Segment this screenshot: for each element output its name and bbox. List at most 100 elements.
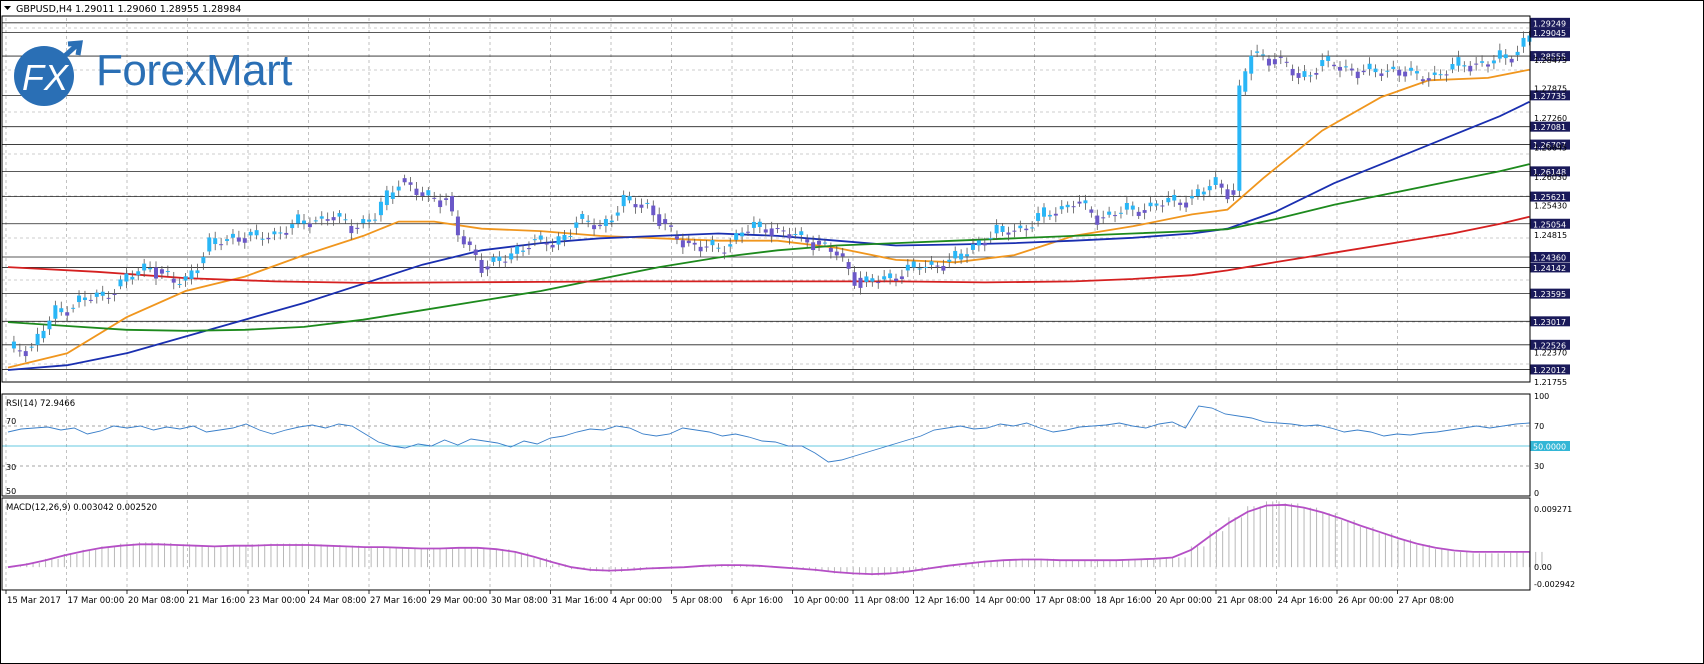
candle-body — [1095, 215, 1100, 225]
candle-body — [485, 266, 490, 270]
candle-body — [266, 237, 271, 240]
candle-body — [686, 240, 691, 244]
candle-body — [118, 279, 123, 287]
candle-body — [1184, 202, 1189, 208]
candle-body — [1420, 79, 1425, 82]
candle-body — [1071, 206, 1076, 208]
candle-body — [1426, 78, 1431, 81]
candle-body — [568, 236, 573, 238]
candle-body — [1284, 61, 1289, 63]
candle-body — [290, 224, 295, 229]
candle-body — [17, 350, 22, 352]
candle-body — [840, 253, 845, 257]
price-tag-label: 1.25621 — [1533, 193, 1566, 202]
candle-body — [580, 213, 585, 219]
rsi-left-label: 50 — [6, 487, 16, 496]
candle-body — [65, 312, 70, 316]
candle-body — [1521, 37, 1526, 47]
rsi-left-label: 30 — [6, 463, 16, 472]
candle-body — [1338, 66, 1342, 71]
candle-body — [1065, 204, 1070, 208]
candle-body — [1047, 214, 1052, 217]
candle-body — [349, 225, 354, 234]
time-label: 30 Mar 08:00 — [491, 596, 548, 606]
candle-body — [367, 219, 372, 222]
candle-body — [1302, 71, 1307, 77]
candle-body — [574, 222, 579, 228]
candle-body — [1243, 71, 1248, 92]
candle-body — [272, 231, 277, 235]
candle-body — [763, 229, 768, 233]
logo-text: ForexMart — [96, 46, 292, 95]
candle-body — [189, 270, 194, 279]
candle-body — [479, 259, 484, 273]
candle-body — [1355, 71, 1360, 79]
candle-body — [1053, 213, 1058, 216]
candle-body — [1012, 230, 1017, 232]
candle-body — [822, 242, 827, 244]
candle-body — [1266, 58, 1271, 66]
candle-body — [1261, 54, 1266, 56]
price-tag — [1530, 364, 1570, 375]
candle-body — [1006, 232, 1011, 235]
candle-body — [420, 192, 425, 196]
candle-body — [384, 190, 389, 206]
candle-body — [148, 267, 153, 270]
candle-body — [1190, 196, 1194, 199]
candle-body — [1219, 183, 1224, 188]
candle-body — [230, 233, 235, 238]
candle-body — [751, 221, 756, 228]
candle-body — [787, 234, 792, 239]
candle-body — [1166, 197, 1171, 203]
candle-body — [864, 276, 869, 282]
price-scale-tick: 1.26645 — [1534, 144, 1567, 153]
candle-body — [1160, 205, 1165, 207]
candle-body — [1249, 55, 1254, 74]
candle-body — [1042, 207, 1046, 217]
candle-body — [503, 261, 508, 263]
candle-body — [692, 242, 697, 245]
candle-body — [935, 265, 940, 267]
candle-body — [562, 234, 567, 240]
candle-body — [1432, 72, 1437, 75]
candle-body — [461, 236, 466, 245]
candle-body — [1225, 189, 1230, 200]
candle-body — [911, 261, 916, 268]
candle-body — [112, 293, 117, 295]
price-tag-label: 1.28555 — [1533, 53, 1566, 62]
candle-body — [526, 248, 531, 250]
price-level-lines — [2, 22, 1530, 370]
candle-body — [970, 244, 975, 250]
candle-body — [1255, 51, 1260, 53]
time-label: 12 Apr 16:00 — [915, 596, 970, 606]
candle-body — [882, 276, 887, 280]
time-label: 29 Mar 00:00 — [431, 596, 488, 606]
candle-body — [1113, 215, 1118, 217]
ma_fast-line — [7, 68, 1530, 369]
rsi-scale-tick: 30 — [1534, 462, 1544, 471]
dropdown-triangle-icon[interactable] — [4, 6, 11, 10]
price-scale-tick: 1.21755 — [1534, 378, 1567, 387]
candle-body — [805, 239, 810, 243]
candle-body — [598, 225, 602, 227]
candle-body — [633, 204, 638, 208]
candle-body — [905, 264, 910, 271]
price-tag-label: 1.26707 — [1533, 141, 1566, 150]
candle-body — [219, 244, 224, 246]
candle-body — [876, 282, 881, 284]
candle-body — [1349, 68, 1354, 71]
time-label: 20 Mar 08:00 — [128, 596, 185, 606]
price-tag-label: 1.27081 — [1533, 123, 1566, 132]
time-label: 4 Apr 00:00 — [612, 596, 662, 606]
candle-body — [947, 259, 952, 262]
candle-body — [100, 291, 105, 296]
candle-body — [550, 244, 555, 248]
candle-body — [82, 297, 87, 301]
candle-body — [444, 198, 449, 200]
candle-body — [35, 333, 40, 345]
candle-body — [1290, 68, 1295, 76]
candle-body — [899, 276, 904, 280]
candle-body — [373, 219, 378, 221]
candle-body — [325, 219, 330, 221]
